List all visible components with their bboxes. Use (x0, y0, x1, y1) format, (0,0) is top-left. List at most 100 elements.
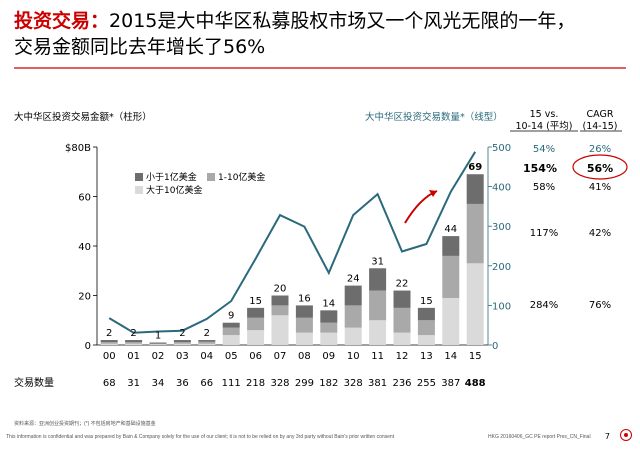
x-tick-label: 01 (127, 351, 140, 362)
x-tick-label: 12 (396, 351, 409, 362)
deal-count-value: 182 (319, 378, 338, 389)
bar-total-label: 24 (347, 274, 360, 285)
y2-tick-label: 200 (492, 262, 511, 273)
deal-count-value: 68 (103, 378, 116, 389)
deal-count-value: 299 (295, 378, 314, 389)
bar-segment (320, 310, 338, 323)
title-line1: 2015是大中华区私募股权市场又一个风光无限的一年， (109, 10, 576, 32)
x-tick-label: 10 (347, 351, 360, 362)
bar-total-label: 2 (179, 328, 185, 339)
col1-header-b: 10-14 (平均) (515, 120, 572, 132)
bar-segment (198, 341, 216, 344)
bar-segment (149, 343, 167, 345)
bar-total-label: 22 (396, 279, 409, 290)
bar-total-label: 15 (249, 296, 262, 307)
bar-segment (466, 263, 484, 345)
y-tick-label: 0 (85, 341, 91, 352)
right-axis-title: 大中华区投资交易数量*（线型） (365, 111, 503, 123)
bar-total-label: 15 (420, 296, 433, 307)
slide-title: 投资交易：2015是大中华区私募股权市场又一个风光无限的一年， 交易金额同比去年… (14, 8, 575, 60)
bar-segment (271, 295, 289, 306)
x-tick-label: 14 (444, 351, 457, 362)
deal-count-value: 218 (246, 378, 265, 389)
y2-tick-label: 400 (492, 183, 511, 194)
bar-segment (369, 290, 387, 321)
bar-segment (344, 305, 362, 328)
x-tick-label: 04 (200, 351, 213, 362)
bar-total-label: 2 (204, 328, 210, 339)
deal-count-value: 34 (152, 378, 165, 389)
bar-total-label: 44 (444, 224, 457, 235)
row1-col2: 26% (589, 144, 611, 155)
legend-swatch-small (135, 173, 143, 181)
trend-arrow (404, 190, 438, 224)
bar-segment (466, 174, 484, 204)
deal-count-value: 387 (441, 378, 460, 389)
x-tick-label: 05 (225, 351, 238, 362)
bar-segment (149, 344, 167, 345)
col2-header-b: (14-15) (582, 121, 617, 132)
y-tick-label: 60 (78, 193, 91, 204)
bar-total-label: 20 (274, 284, 287, 295)
deal-count-value: 255 (417, 378, 436, 389)
bar-segment (149, 342, 167, 344)
bar-segment (222, 322, 240, 328)
bar-segment (100, 340, 118, 343)
x-tick-label: 11 (371, 351, 384, 362)
y2-tick-label: 0 (492, 341, 498, 352)
bar-segment (100, 342, 118, 344)
col2-header-a: CAGR (587, 109, 614, 120)
bar-segment (100, 343, 118, 345)
bar-segment (173, 342, 191, 344)
deal-count-value: 31 (127, 378, 140, 389)
bar-segment (344, 285, 362, 306)
bar-segment (466, 203, 484, 264)
page-number: 7 (604, 432, 610, 441)
col1-header-a: 15 vs. (530, 109, 559, 120)
row5-col2: 76% (589, 300, 611, 311)
row4-col1: 117% (530, 228, 559, 239)
bar-total-label: 1 (155, 331, 161, 342)
trend-arrowhead (429, 190, 437, 197)
footer-text: This information is confidential and was… (6, 434, 395, 440)
bar-segment (393, 332, 411, 345)
bar-segment (222, 335, 240, 345)
deal-count-line (108, 151, 477, 334)
deal-count-value: 488 (465, 378, 486, 389)
deal-count-value: 381 (368, 378, 387, 389)
bar-total-label: 16 (298, 293, 311, 304)
highlight-ellipse (572, 154, 628, 180)
bar-segment (247, 330, 265, 345)
bar-segment (442, 297, 460, 345)
deal-count-label: 交易数量 (14, 376, 54, 389)
x-tick-label: 08 (298, 351, 311, 362)
bar-segment (393, 307, 411, 333)
bar-segment (222, 327, 240, 336)
bain-logo (620, 429, 632, 441)
deal-count-value: 36 (176, 378, 189, 389)
bar-segment (247, 307, 265, 318)
title-label: 投资交易： (14, 10, 110, 32)
bar-total-label: 14 (322, 298, 335, 309)
bar-segment (369, 268, 387, 291)
bar-segment (125, 343, 143, 345)
footer-right: HKG 20160406_GC PE report Pres_CN_Final (488, 434, 591, 440)
bar-segment (125, 342, 143, 344)
row1-col1: 54% (533, 144, 555, 155)
bar-total-label: 69 (468, 162, 482, 173)
bar-segment (393, 290, 411, 308)
y-tick-label: $80B (65, 143, 91, 154)
bar-segment (320, 322, 338, 333)
bar-segment (271, 315, 289, 345)
bar-total-label: 2 (130, 328, 136, 339)
deal-count-value: 111 (222, 378, 241, 389)
x-tick-label: 06 (249, 351, 262, 362)
bar-segment (417, 307, 435, 321)
x-tick-label: 03 (176, 351, 189, 362)
bar-segment (247, 317, 265, 331)
bar-segment (369, 320, 387, 345)
y-tick-label: 20 (78, 292, 91, 303)
row4-col2: 42% (589, 228, 611, 239)
y2-tick-label: 100 (492, 301, 511, 312)
